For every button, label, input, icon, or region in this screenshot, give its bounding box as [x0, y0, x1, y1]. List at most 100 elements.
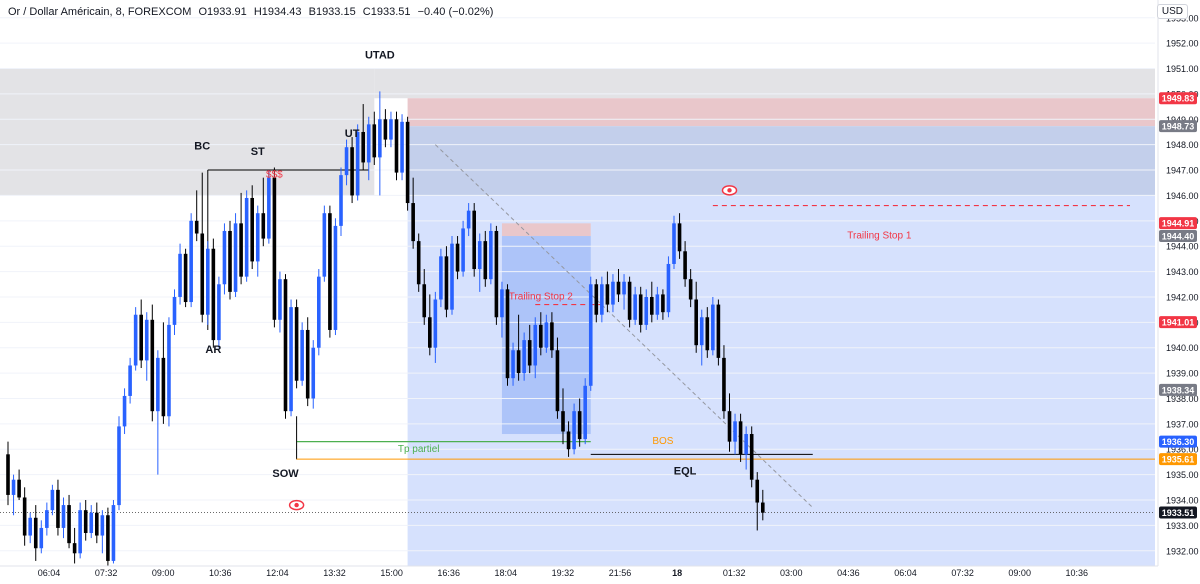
time-tick-label: 09:00	[1008, 568, 1031, 578]
candle-body	[78, 510, 82, 554]
candle-body	[616, 281, 621, 295]
candle	[616, 269, 621, 303]
candle	[278, 271, 282, 333]
candle	[472, 203, 476, 277]
candle-body	[172, 296, 177, 325]
candle-body	[694, 299, 698, 346]
candle	[78, 502, 82, 559]
candle	[156, 350, 160, 475]
candle	[461, 220, 465, 277]
candle-body	[255, 213, 260, 262]
candle-body	[516, 350, 521, 374]
candle-body	[644, 296, 649, 325]
candle-body	[383, 119, 388, 140]
annotation-label: Tp partiel	[398, 444, 440, 455]
candle-body	[328, 213, 332, 330]
candle-body	[228, 230, 232, 292]
candle	[150, 304, 155, 422]
price-tick-label: 1947.00	[1166, 166, 1199, 176]
candle	[111, 500, 116, 564]
candle	[428, 294, 432, 356]
price-tag-text: 1936.30	[1162, 437, 1195, 447]
candle	[555, 337, 560, 419]
candle-body	[289, 307, 293, 412]
ohlc-close: C1933.51	[362, 6, 411, 18]
candle-body	[400, 121, 404, 173]
price-tick-label: 1934.00	[1166, 496, 1199, 506]
candle-body	[156, 357, 160, 412]
candle-body	[150, 319, 155, 412]
price-tick-label: 1949.00	[1166, 115, 1199, 125]
candle-body	[28, 517, 32, 536]
candle	[344, 139, 349, 186]
candle	[455, 236, 460, 280]
candle-body	[355, 131, 360, 196]
candle	[749, 426, 754, 488]
candle	[722, 345, 726, 419]
candle-body	[11, 479, 16, 495]
candle	[217, 276, 221, 348]
candle-body	[477, 241, 482, 270]
candle	[688, 269, 693, 308]
candle-body	[533, 324, 538, 366]
candle	[400, 114, 404, 181]
candle	[366, 116, 371, 181]
candle	[167, 317, 171, 427]
candle-body	[83, 510, 88, 534]
candle-body	[722, 357, 726, 412]
candle-body	[305, 329, 310, 399]
candle-body	[133, 314, 138, 366]
price-tag-bg	[1159, 383, 1197, 396]
price-tick-label: 1952.00	[1166, 39, 1199, 49]
candle-body	[67, 505, 71, 544]
candle	[22, 487, 27, 546]
candle-body	[422, 284, 427, 318]
candle-body	[294, 307, 299, 381]
candle-body	[561, 411, 565, 432]
candle-body	[633, 294, 637, 320]
candle-body	[50, 489, 55, 511]
candle	[194, 190, 199, 242]
price-axis[interactable]: 1932.00 1933.00 1934.00 1935.00 1936.00 1937.…	[1157, 0, 1200, 584]
candle	[61, 497, 66, 539]
entry-zone	[407, 126, 1156, 196]
annotation-label: BOS	[652, 436, 673, 447]
eye-pupil	[727, 188, 732, 193]
candle-body	[378, 119, 382, 158]
candle-body	[494, 230, 499, 318]
price-tick-label: 1942.00	[1166, 292, 1199, 302]
candle	[411, 177, 415, 249]
candle	[650, 281, 654, 323]
candle-body	[200, 233, 205, 315]
time-tick-label: 03:00	[780, 568, 803, 578]
price-tick-label: 1932.00	[1166, 546, 1199, 556]
time-axis[interactable]: 06:04 07:32 09:00 10:36 12:04 13:32 15:00 16:36…	[0, 565, 1200, 584]
price-tag: 1941.01	[1159, 316, 1197, 329]
eye-icon	[288, 499, 305, 511]
candle	[33, 505, 38, 561]
candle	[89, 505, 94, 539]
candle	[422, 269, 427, 325]
price-labels: 1949.83 1948.73 1944.91 1944.40 1941.01 1938.…	[1159, 92, 1197, 519]
candle	[527, 324, 532, 374]
price-tick-label: 1951.00	[1166, 64, 1199, 74]
candlestick-series[interactable]	[6, 91, 765, 569]
candle-body	[100, 515, 105, 536]
time-tick-label: 04:36	[837, 568, 860, 578]
candle	[489, 223, 493, 285]
candle-body	[583, 385, 587, 440]
time-tick-label: 07:32	[951, 568, 974, 578]
candle	[305, 317, 310, 407]
candle	[28, 512, 32, 544]
price-tag-bg	[1159, 506, 1197, 519]
candle-body	[699, 317, 704, 346]
candle	[500, 281, 504, 338]
candle-body	[672, 223, 676, 264]
price-tag-bg	[1159, 92, 1197, 105]
time-tick-label: 06:04	[38, 568, 61, 578]
symbol-name[interactable]: Or / Dollar Américain, 8, FOREXCOM	[8, 6, 192, 18]
price-tag-text: 1935.61	[1162, 455, 1195, 465]
time-tick-label: 12:04	[266, 568, 289, 578]
currency-button[interactable]: USD	[1156, 4, 1188, 19]
